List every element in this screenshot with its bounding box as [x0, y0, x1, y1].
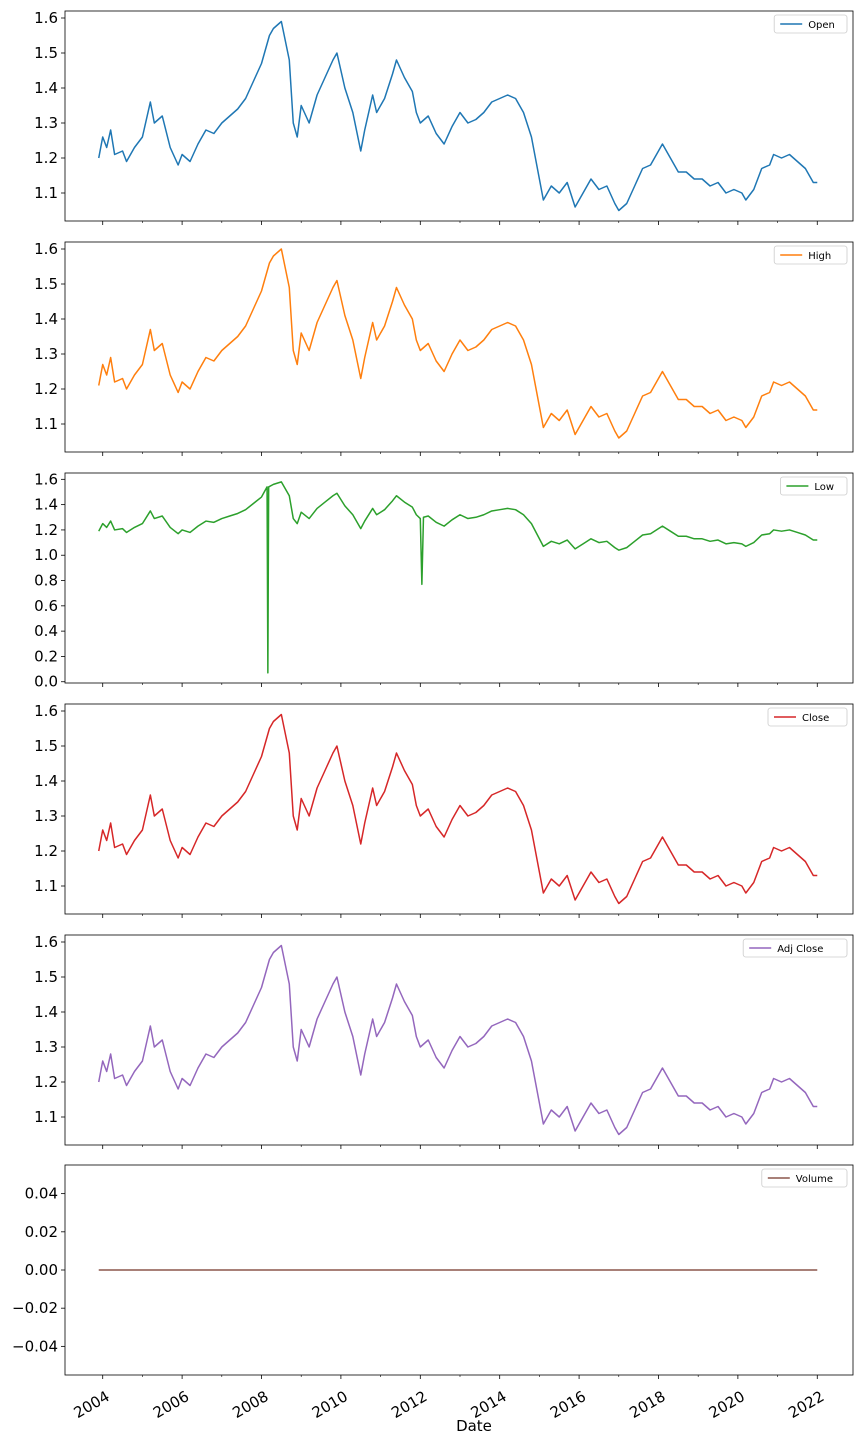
series-line-low — [98, 481, 818, 674]
y-tick-label: 1.5 — [34, 275, 58, 293]
series-line-close — [98, 713, 818, 905]
axes-frame — [64, 934, 854, 1146]
axes-frame — [64, 10, 854, 222]
y-tick-label: 1.4 — [34, 310, 58, 328]
axes-frame — [64, 703, 854, 915]
y-tick-label: 0.2 — [34, 647, 58, 665]
legend-label-adj-close: Adj Close — [777, 944, 823, 955]
series-line-high — [98, 248, 818, 439]
x-tick-label: 2008 — [229, 1387, 271, 1422]
y-tick-label: 1.6 — [34, 933, 58, 951]
x-tick-label: 2016 — [547, 1387, 589, 1422]
y-tick-label: 1.4 — [34, 79, 58, 97]
x-tick-label: 2010 — [309, 1387, 351, 1422]
x-tick-label: 2018 — [626, 1387, 668, 1422]
legend-box — [767, 707, 848, 727]
y-tick-label: 1.6 — [34, 240, 58, 258]
legend-label-high: High — [808, 251, 831, 262]
legend-label-volume: Volume — [796, 1174, 833, 1185]
y-tick-label: 1.5 — [34, 737, 58, 755]
series-line-open — [98, 20, 818, 212]
x-axis-label: Date — [456, 1417, 492, 1435]
legend-box — [742, 938, 848, 958]
y-tick-label: 1.1 — [34, 877, 58, 895]
legend-label-close: Close — [802, 713, 829, 724]
y-tick-label: −0.02 — [12, 1299, 58, 1317]
y-tick-label: 1.3 — [34, 345, 58, 363]
y-tick-label: 1.3 — [34, 807, 58, 825]
y-tick-label: 1.2 — [34, 521, 58, 539]
y-tick-label: 1.2 — [34, 1073, 58, 1091]
legend-box — [780, 476, 848, 496]
panel-close: 1.1 1.2 1.3 1.4 1.5 1.6 Close — [34, 702, 854, 918]
y-tick-label: 1.5 — [34, 968, 58, 986]
y-tick-label: 1.5 — [34, 44, 58, 62]
y-tick-label: 1.6 — [34, 702, 58, 720]
y-tick-label: 0.8 — [34, 572, 58, 590]
y-tick-label: 0.4 — [34, 622, 58, 640]
y-tick-label: 1.6 — [34, 470, 58, 488]
axes-frame — [64, 472, 854, 684]
y-tick-label: 0.6 — [34, 597, 58, 615]
y-tick-label: 1.2 — [34, 380, 58, 398]
y-tick-label: 1.4 — [34, 1003, 58, 1021]
y-tick-label: 1.2 — [34, 149, 58, 167]
panel-high: 1.1 1.2 1.3 1.4 1.5 1.6 High — [34, 240, 854, 456]
x-tick-label: 2022 — [785, 1387, 827, 1422]
y-tick-label: 0.02 — [25, 1223, 58, 1241]
x-tick-label: 2004 — [71, 1387, 113, 1422]
y-tick-label: 1.4 — [34, 496, 58, 514]
x-tick-label: 2020 — [706, 1387, 748, 1422]
panel-open: 1.1 1.2 1.3 1.4 1.5 1.6 Open — [34, 9, 854, 225]
legend-box — [773, 14, 848, 34]
y-tick-label: 1.1 — [34, 415, 58, 433]
legend-label-low: Low — [814, 482, 834, 493]
legend-box — [773, 245, 848, 265]
y-tick-label: 1.6 — [34, 9, 58, 27]
panel-low: 0.0 0.2 0.4 0.6 0.8 1.0 1.2 1.4 1.6 Low — [34, 470, 854, 691]
legend-box — [761, 1168, 848, 1188]
x-tick-label: 2012 — [388, 1387, 430, 1422]
y-tick-label: 1.1 — [34, 184, 58, 202]
axes-frame — [64, 241, 854, 453]
y-tick-label: 0.0 — [34, 673, 58, 691]
panel-volume: −0.04 −0.02 0.00 0.02 0.04 Volume — [12, 1164, 854, 1379]
y-tick-label: 0.00 — [25, 1261, 58, 1279]
y-tick-label: −0.04 — [12, 1337, 58, 1355]
x-tick-label: 2006 — [150, 1387, 192, 1422]
y-tick-label: 0.04 — [25, 1185, 58, 1203]
y-tick-label: 1.1 — [34, 1108, 58, 1126]
y-tick-label: 1.2 — [34, 842, 58, 860]
y-tick-label: 1.0 — [34, 546, 58, 564]
legend-label-open: Open — [808, 20, 835, 31]
panel-adj-close: 1.1 1.2 1.3 1.4 1.5 1.6 Adj Close — [34, 933, 854, 1149]
y-tick-label: 1.3 — [34, 114, 58, 132]
y-tick-label: 1.4 — [34, 772, 58, 790]
series-line-adj-close — [98, 944, 818, 1136]
y-tick-label: 1.3 — [34, 1038, 58, 1056]
